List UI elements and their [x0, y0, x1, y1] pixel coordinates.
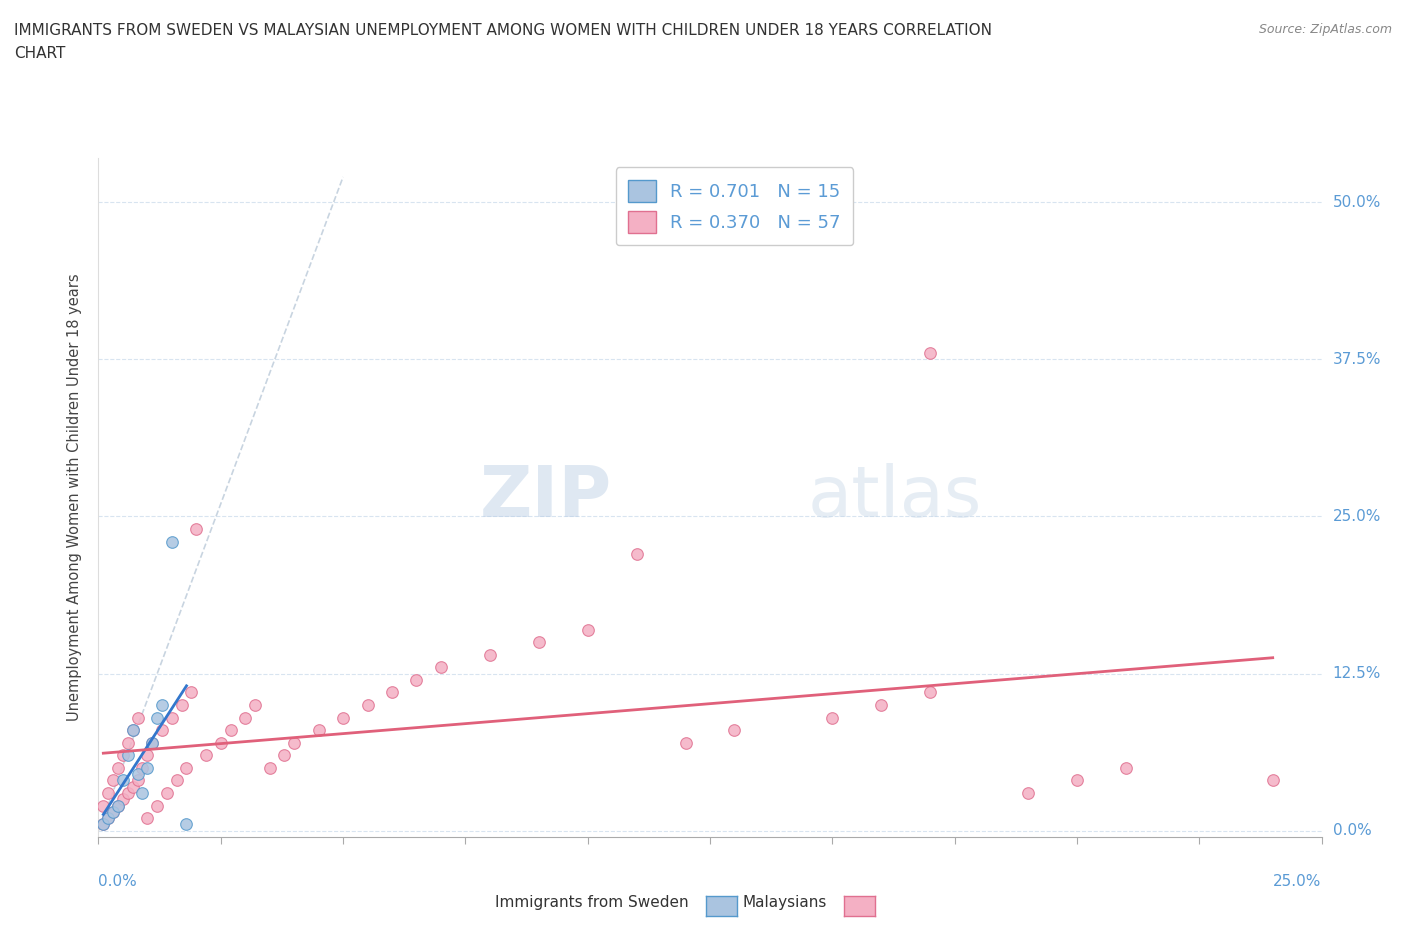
Point — [209, 736, 232, 751]
Text: atlas: atlas — [808, 463, 983, 532]
Point — [527, 634, 550, 649]
Point — [1066, 773, 1088, 788]
Point — [146, 798, 169, 813]
Point — [381, 685, 404, 700]
Point — [111, 791, 134, 806]
Point — [111, 748, 134, 763]
Point — [91, 817, 114, 831]
Point — [146, 711, 169, 725]
Point — [107, 798, 129, 813]
Point — [127, 773, 149, 788]
Y-axis label: Unemployment Among Women with Children Under 18 years: Unemployment Among Women with Children U… — [67, 273, 83, 722]
Legend: R = 0.701   N = 15, R = 0.370   N = 57: R = 0.701 N = 15, R = 0.370 N = 57 — [616, 167, 853, 246]
Point — [1017, 786, 1039, 801]
Point — [186, 522, 208, 537]
Point — [675, 736, 697, 751]
Point — [141, 736, 163, 751]
Point — [1115, 761, 1137, 776]
Point — [111, 773, 134, 788]
Point — [127, 711, 149, 725]
Point — [176, 817, 198, 831]
Point — [219, 723, 242, 737]
Point — [870, 698, 893, 712]
Text: Malaysians: Malaysians — [742, 895, 827, 910]
Point — [576, 622, 599, 637]
Text: Immigrants from Sweden: Immigrants from Sweden — [495, 895, 689, 910]
Point — [121, 723, 143, 737]
Point — [160, 534, 183, 549]
Point — [160, 711, 183, 725]
Point — [117, 736, 139, 751]
Point — [107, 761, 129, 776]
Point — [308, 723, 330, 737]
Point — [626, 547, 648, 562]
Point — [97, 786, 120, 801]
Point — [91, 798, 114, 813]
Point — [430, 660, 453, 675]
Text: 0.0%: 0.0% — [1333, 823, 1371, 838]
Point — [150, 723, 173, 737]
Text: 37.5%: 37.5% — [1333, 352, 1381, 366]
Point — [332, 711, 354, 725]
Text: IMMIGRANTS FROM SWEDEN VS MALAYSIAN UNEMPLOYMENT AMONG WOMEN WITH CHILDREN UNDER: IMMIGRANTS FROM SWEDEN VS MALAYSIAN UNEM… — [14, 23, 993, 38]
Point — [101, 804, 124, 819]
Point — [136, 811, 159, 826]
Point — [166, 773, 188, 788]
Point — [131, 761, 153, 776]
Point — [1261, 773, 1284, 788]
Point — [405, 672, 427, 687]
Point — [478, 647, 501, 662]
Point — [150, 698, 173, 712]
Point — [920, 346, 942, 361]
Point — [136, 761, 159, 776]
Point — [176, 761, 198, 776]
Point — [283, 736, 305, 751]
Point — [195, 748, 218, 763]
Text: 25.0%: 25.0% — [1274, 874, 1322, 889]
Point — [723, 723, 745, 737]
Text: CHART: CHART — [14, 46, 66, 61]
Point — [101, 773, 124, 788]
Point — [233, 711, 256, 725]
Point — [101, 804, 124, 819]
Point — [91, 817, 114, 831]
Point — [273, 748, 295, 763]
Text: ZIP: ZIP — [479, 463, 612, 532]
Text: 25.0%: 25.0% — [1333, 509, 1381, 524]
Text: 0.0%: 0.0% — [98, 874, 138, 889]
Text: 50.0%: 50.0% — [1333, 194, 1381, 209]
Point — [97, 811, 120, 826]
Point — [356, 698, 378, 712]
Point — [136, 748, 159, 763]
Point — [259, 761, 281, 776]
Point — [141, 736, 163, 751]
Point — [131, 786, 153, 801]
Text: Source: ZipAtlas.com: Source: ZipAtlas.com — [1258, 23, 1392, 36]
Point — [107, 798, 129, 813]
Point — [127, 766, 149, 781]
Point — [920, 685, 942, 700]
Point — [243, 698, 266, 712]
Point — [121, 723, 143, 737]
Point — [117, 786, 139, 801]
Point — [821, 711, 844, 725]
Text: 12.5%: 12.5% — [1333, 666, 1381, 681]
Point — [97, 811, 120, 826]
Point — [117, 748, 139, 763]
Point — [170, 698, 193, 712]
Point — [180, 685, 202, 700]
Point — [156, 786, 179, 801]
Point — [121, 779, 143, 794]
